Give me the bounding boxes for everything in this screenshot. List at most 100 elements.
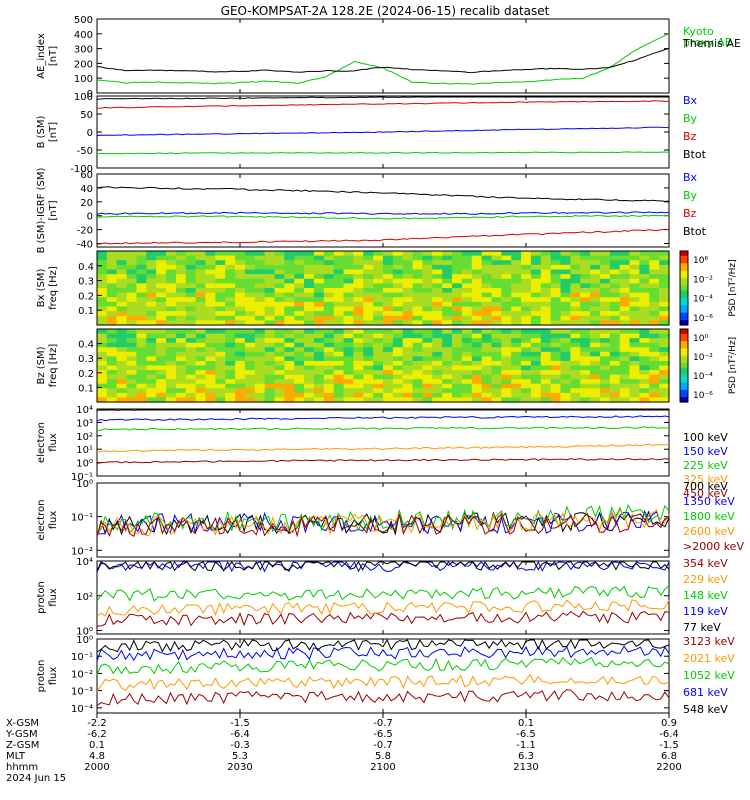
heatmap-cell [392,356,404,362]
heatmap-cell [501,329,512,335]
heatmap-cell [323,383,335,389]
heatmap-cell [185,351,197,357]
heatmap-cell [491,370,502,376]
colorbar-swatch [680,365,688,369]
heatmap-cell [639,311,650,317]
heatmap-cell [461,315,473,321]
heatmap-cell [225,278,236,284]
heatmap-cell [383,278,394,284]
heatmap-cell [659,342,670,348]
y-tick-label: 400 [74,30,93,41]
heatmap-cell [432,283,443,289]
heatmap-cell [294,333,305,339]
y-tick-label: 10⁰ [76,635,93,646]
heatmap-cell [609,311,621,317]
heatmap-cell [392,347,404,353]
heatmap-cell [106,306,118,312]
heatmap-cell [264,264,276,271]
heatmap-cell [530,379,542,385]
heatmap-cell [649,365,660,371]
heatmap-cell [274,292,285,298]
heatmap-cell [461,251,473,257]
y-tick-label: -50 [77,146,93,157]
heatmap-cell [422,260,433,266]
y-axis-label: Bx (SM) [36,269,47,308]
heatmap-cell [639,315,650,321]
heatmap-cell [146,288,157,294]
heatmap-cell [373,370,384,376]
heatmap-cell [363,297,374,303]
heatmap-cell [461,306,473,312]
heatmap-cell [323,329,335,335]
heatmap-cell [471,333,483,339]
heatmap-cell [235,255,246,261]
heatmap-cell [599,320,611,326]
heatmap-cell [659,292,670,298]
heatmap-cell [521,374,532,380]
heatmap-cell [422,392,433,399]
heatmap-cell [343,383,355,389]
heatmap-cell [225,347,236,353]
heatmap-cell [383,283,394,289]
heatmap-cell [175,347,187,353]
heatmap-cell [639,329,650,335]
heatmap-cell [442,311,453,317]
heatmap-cell [106,383,118,389]
heatmap-cell [373,392,384,399]
heatmap-cell [333,288,345,294]
heatmap-cell [106,347,118,353]
heatmap-cell [481,278,493,284]
heatmap-cell [609,397,621,403]
heatmap-cell [412,333,424,339]
heatmap-cell [195,264,207,271]
heatmap-cell [432,383,443,389]
heatmap-cell [501,297,512,303]
heatmap-cell [402,370,414,376]
heatmap-cell [116,342,128,348]
heatmap-cell [343,333,355,339]
heatmap-cell [481,283,493,289]
heatmap-cell [530,370,542,376]
heatmap-cell [530,301,542,308]
heatmap-cell [461,264,473,271]
heatmap-cell [530,283,542,289]
heatmap-cell [294,388,305,394]
heatmap-cell [609,360,621,367]
heatmap-cell [442,365,453,371]
y-tick-label: 0.4 [78,340,94,351]
heatmap-cell [254,351,266,357]
heatmap-cell [590,360,601,367]
heatmap-cell [353,360,364,367]
heatmap-cell [166,338,177,344]
heatmap-cell [313,301,325,308]
heatmap-cell [313,351,325,357]
heatmap-cell [639,320,650,326]
heatmap-cell [235,365,246,371]
heatmap-cell [205,255,216,261]
heatmap-cell [491,320,502,326]
heatmap-cell [491,383,502,389]
footer-value: 2200 [656,762,681,773]
heatmap-cell [649,260,660,266]
heatmap-cell [609,255,621,261]
heatmap-cell [511,274,522,280]
heatmap-cell [521,383,532,389]
heatmap-cell [471,388,483,394]
heatmap-cell [402,374,414,380]
heatmap-cell [323,255,335,261]
heatmap-cell [373,297,384,303]
heatmap-cell [373,260,384,266]
heatmap-cell [225,311,236,317]
heatmap-cell [235,347,246,353]
heatmap-cell [560,342,571,348]
heatmap-cell [422,347,433,353]
heatmap-cell [639,301,650,308]
heatmap-cell [649,379,660,385]
heatmap-cell [97,288,108,294]
heatmap-cell [452,311,463,317]
heatmap-cell [333,333,345,339]
heatmap-cell [294,342,305,348]
heatmap-cell [126,311,138,317]
heatmap-cell [481,288,493,294]
heatmap-cell [550,365,562,371]
